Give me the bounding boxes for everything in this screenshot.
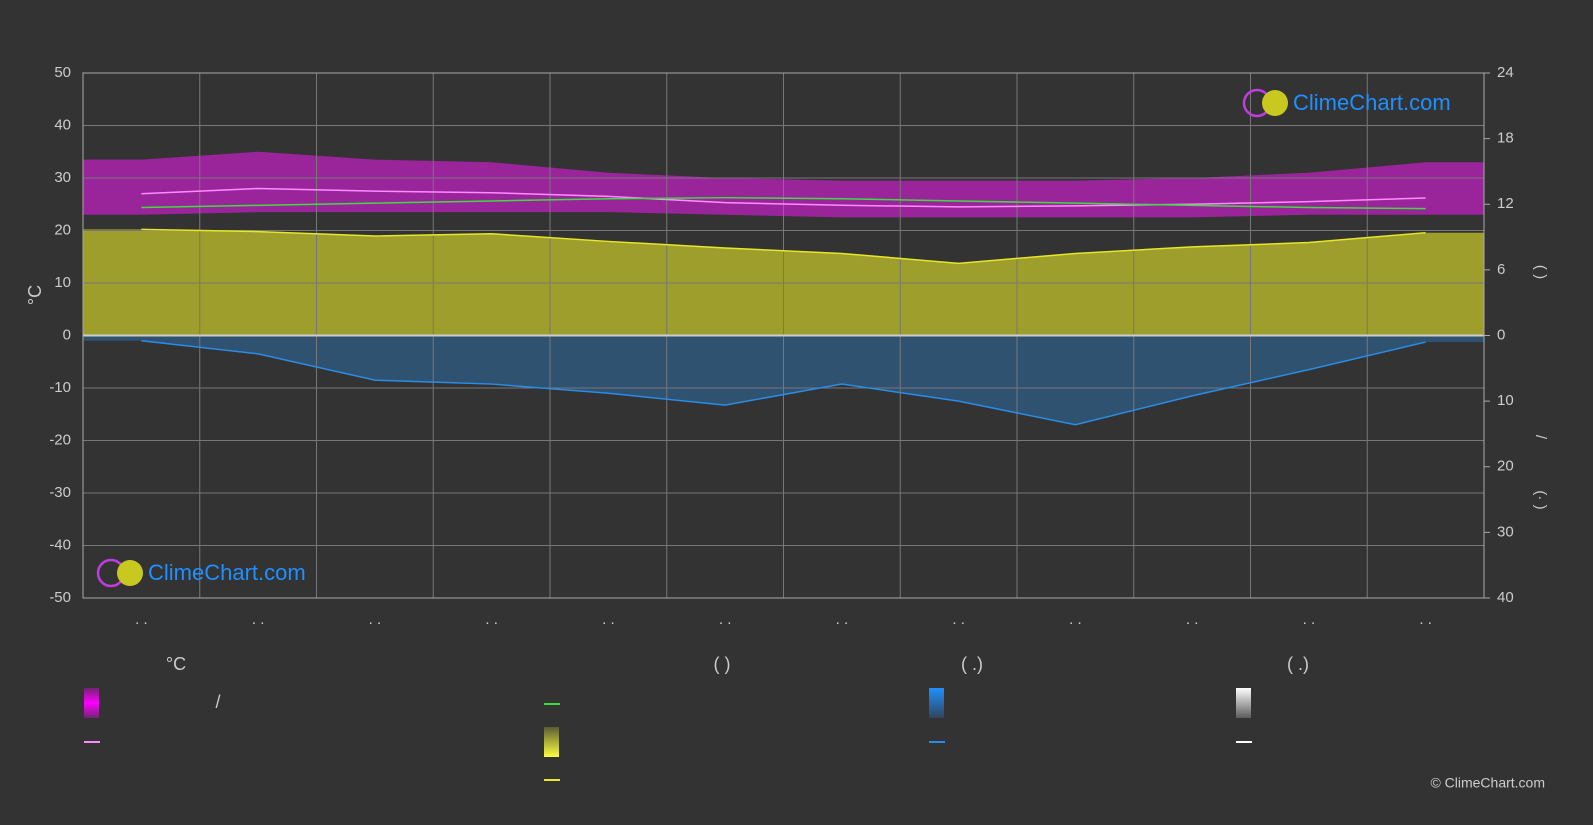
y2-tick-label: 6 [1497, 261, 1505, 278]
y3-tick-label: 20 [1497, 458, 1514, 475]
plot-area: 50 40 30 20 10 0 -10 -20 -30 -40 -50 0 6 12 18 24 10 20 30… [49, 64, 1513, 628]
x-tick-label: . . [252, 611, 265, 628]
y-tick-label: -30 [49, 484, 71, 501]
series-line [141, 196, 1426, 210]
y-tick-label: -50 [49, 589, 71, 606]
y2-tick-label: 24 [1497, 64, 1514, 81]
y-tick-label: 20 [54, 221, 71, 238]
x-tick-label: . . [836, 611, 849, 628]
copyright: © ClimeChart.com [1430, 775, 1545, 791]
plot-frame [82, 72, 1485, 599]
y-tick-label: 30 [54, 169, 71, 186]
x-tick-label: . . [485, 611, 498, 628]
legend-header: ( .) [1287, 654, 1309, 674]
y3-tick-label: 40 [1497, 589, 1514, 606]
watermark: ClimeChart.com [148, 560, 306, 585]
y-tick-label: 10 [54, 274, 71, 291]
series-line [141, 340, 1426, 426]
y2-tick-label: 12 [1497, 195, 1514, 212]
y-tick-label: -10 [49, 379, 71, 396]
y-axis-label: °C [25, 285, 45, 305]
y2-tick-label: 0 [1497, 326, 1505, 343]
legend-text: / [215, 692, 220, 712]
y3-tick-label: 10 [1497, 392, 1514, 409]
y3-axis-slash: / [1532, 435, 1549, 440]
x-tick-label: . . [602, 611, 615, 628]
legend-swatches [84, 688, 1252, 781]
y-tick-label: -20 [49, 431, 71, 448]
x-tick-label: . . [1419, 611, 1432, 628]
y-tick-label: 50 [54, 64, 71, 81]
y2-tick-label: 18 [1497, 130, 1514, 147]
y3-axis-label: (· ) [1532, 490, 1549, 509]
y-tick-label: 40 [54, 116, 71, 133]
legend-header: °C [166, 654, 186, 674]
legend-header: ( .) [961, 654, 983, 674]
watermark: ClimeChart.com [1293, 90, 1451, 115]
x-tick-label: . . [952, 611, 965, 628]
y3-tick-label: 30 [1497, 523, 1514, 540]
x-tick-label: . . [1069, 611, 1082, 628]
y-tick-label: -40 [49, 536, 71, 553]
x-tick-label: . . [1303, 611, 1316, 628]
x-tick-label: . . [719, 611, 732, 628]
logo: ClimeChart.com [96, 558, 306, 588]
y-tick-label: 0 [63, 326, 71, 343]
y2-axis-label: ( ) [1532, 265, 1549, 279]
x-tick-label: . . [1186, 611, 1199, 628]
legend-header: ( ) [714, 654, 731, 674]
logo: ClimeChart.com [1242, 88, 1451, 118]
x-tick-label: . . [369, 611, 382, 628]
series-line [141, 228, 1426, 265]
series-line [141, 187, 1426, 208]
x-tick-label: . . [135, 611, 148, 628]
